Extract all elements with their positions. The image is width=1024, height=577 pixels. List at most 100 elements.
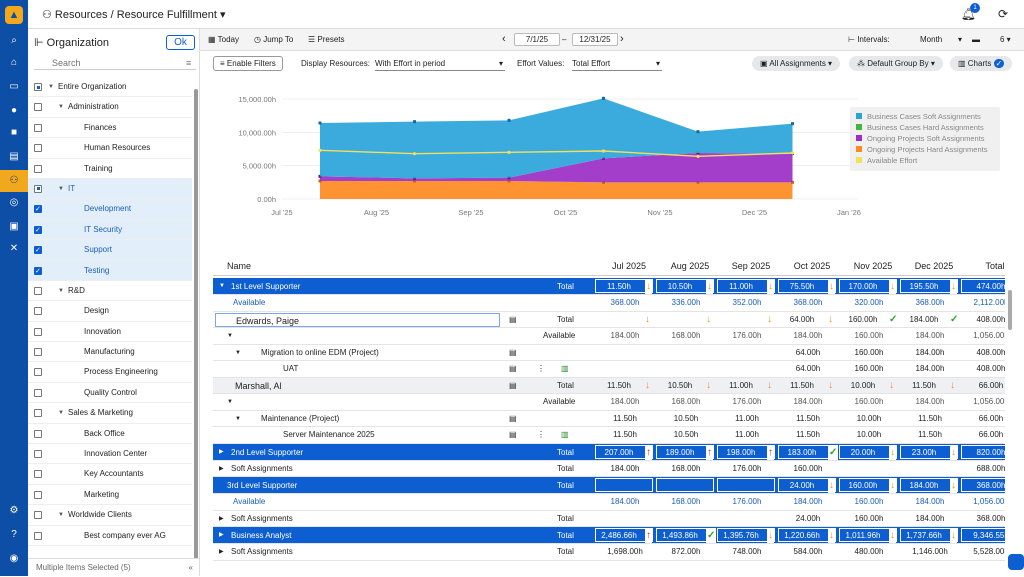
ok-button[interactable]: Ok [166,35,195,50]
group-by-select[interactable]: ⁂ Default Group By ▾ [849,56,943,71]
expand-icon[interactable]: ▶ [219,549,224,555]
chart-icon[interactable]: ▥ [561,364,569,373]
tree-item[interactable]: ▼ Entire Organization [28,77,192,98]
checkbox[interactable] [34,388,42,397]
effort-values-select[interactable]: Total Effort ▾ [572,56,662,71]
table-row[interactable]: Marshall, Al ▤ Total 11.50h ↓ 10.50h ↓ 11.00h ↓ 1… [213,377,1005,394]
today-button[interactable]: ▦ Today [208,35,239,44]
tree-item[interactable]: ✓ IT Security [28,219,192,241]
expand-icon[interactable]: ▼ [58,287,64,294]
tree-item[interactable]: ▼ IT [28,178,192,200]
target-icon[interactable]: ◎ [9,197,19,208]
details-icon[interactable]: ▤ [509,314,517,324]
tree-item[interactable]: ✓ Development [28,199,192,220]
table-row[interactable]: ▼ 1st Level Supporter Total 11.50h ↓ 10.50h ↓ 1… [213,278,1005,295]
more-icon[interactable]: ⋮ [537,430,545,439]
breadcrumb-page[interactable]: Resource Fulfillment [116,9,217,21]
checkbox[interactable] [34,307,42,316]
expand-icon[interactable]: ▼ [219,283,225,289]
chat-icon[interactable] [1008,554,1024,570]
settings-icon[interactable]: ⚙ [9,505,19,516]
table-row[interactable]: ▼ Available 184.00h 168.00h 176.00h 184.00h 16… [213,328,1005,345]
checkbox[interactable] [34,429,42,438]
column-header[interactable]: Sep 2025 [731,261,771,271]
details-icon[interactable]: ▤ [509,413,517,423]
expand-icon[interactable]: ▼ [227,399,233,405]
expand-icon[interactable]: ▶ [219,515,224,522]
start-date-field[interactable]: 7/1/25 [514,33,560,46]
checkbox[interactable] [34,348,42,357]
tree-item[interactable]: ▼ Administration [28,97,192,118]
checkbox[interactable] [34,531,42,540]
checkbox[interactable] [34,450,42,459]
tree-scrollbar[interactable] [194,89,198,559]
assignments-select[interactable]: ▣ All Assignments ▾ [752,56,841,71]
org-search-input[interactable] [34,56,196,70]
interval-count-select[interactable]: 6 ▾ [1000,35,1011,44]
avatar[interactable]: ◉ [9,553,19,564]
checkbox[interactable] [34,327,42,336]
tree-item[interactable]: ✓ Testing [28,260,192,281]
expand-icon[interactable]: ▼ [58,410,64,417]
collapse-panel-icon[interactable]: « [188,563,193,572]
tree-item[interactable]: Manufacturing [28,342,192,363]
checkbox[interactable] [34,184,42,193]
column-header[interactable]: Jul 2025 [611,261,647,271]
chevron-down-icon[interactable]: ▾ [220,9,226,21]
column-header[interactable]: Aug 2025 [670,261,710,271]
tree-item[interactable]: Innovation [28,322,192,343]
tree-item[interactable]: Best company ever AG [28,526,192,546]
monitor-icon[interactable]: ▭ [9,81,19,92]
grid-scrollbar[interactable] [1008,290,1012,330]
expand-icon[interactable]: ▶ [219,465,224,472]
checkbox[interactable] [34,164,42,173]
tree-item[interactable]: Marketing [28,485,192,506]
expand-icon[interactable]: ▼ [227,333,233,339]
tree-item[interactable]: ▼ Worldwide Clients [28,505,192,526]
expand-icon[interactable]: ▼ [235,349,241,356]
table-row[interactable]: Available 184.00h 168.00h 176.00h 184.00h 160… [213,494,1005,511]
checkbox[interactable] [34,490,42,499]
search-icon[interactable]: ⌕ [11,35,17,46]
expand-icon[interactable]: ▼ [58,185,64,192]
presets-button[interactable]: ☰ Presets [308,35,345,44]
chart-icon[interactable]: ▥ [561,430,569,439]
table-row[interactable]: ▼ Migration to online EDM (Project) ▤ 64.00… [213,345,1005,361]
column-header[interactable]: Name [227,261,252,271]
table-row[interactable]: ▼ Maintenance (Project) ▤ 11.50h 10.50h 11.00… [213,411,1005,427]
jump-to-button[interactable]: ◷ Jump To [254,35,293,44]
table-row[interactable]: ▶ Soft Assignments Total 24.00h 160.00h 184.0… [213,511,1005,527]
checkbox[interactable] [34,368,42,377]
table-row[interactable]: 3rd Level Supporter Total 24.00h ↓ 160.00h ↓ 1… [213,477,1005,494]
column-header[interactable]: Dec 2025 [914,261,954,271]
tools-icon[interactable]: ✕ [9,243,19,254]
checkbox[interactable] [34,286,42,295]
checkbox[interactable]: ✓ [34,225,42,234]
tree-item[interactable]: ✓ Support [28,240,192,261]
tree-item[interactable]: Innovation Center [28,444,192,465]
tree-item[interactable]: Training [28,159,192,179]
charts-toggle[interactable]: ▥ Charts ✓ [950,56,1013,71]
table-row[interactable]: UAT ▤ ⋮ ▥ 64.00h 160.00h 184.00h 408.00h [213,361,1005,378]
tree-item[interactable]: Back Office [28,424,192,445]
next-period-icon[interactable]: › [620,33,624,45]
lightbulb-icon[interactable]: ● [10,105,18,116]
details-icon[interactable]: ▤ [509,430,517,439]
refresh-icon[interactable]: ⟳ [997,7,1008,21]
end-date-field[interactable]: 12/31/25 [572,33,618,46]
more-icon[interactable]: ⋮ [537,364,545,373]
column-header[interactable]: Nov 2025 [853,261,893,271]
home-icon[interactable]: ⌂ [10,57,18,68]
table-row[interactable]: Available 368.00h 336.00h 352.00h 368.00h 320… [213,295,1005,312]
tree-item[interactable]: Finances [28,118,192,139]
checkbox[interactable] [34,470,42,479]
checkbox[interactable]: ✓ [34,246,42,255]
expand-icon[interactable]: ▼ [235,415,241,422]
expand-icon[interactable]: ▼ [58,104,64,111]
enable-filters-button[interactable]: ≡ Enable Filters [213,56,283,71]
briefcase-icon[interactable]: ■ [10,127,18,138]
table-row[interactable]: Server Maintenance 2025 ▤ ⋮ ▥ 11.50h 10.50h 11… [213,427,1005,444]
details-icon[interactable]: ▤ [509,380,517,390]
breadcrumb-section[interactable]: Resources [54,9,108,21]
table-row[interactable]: ▶ Business Analyst Total 2,486.66h ↑ 1,493.86… [213,527,1005,544]
